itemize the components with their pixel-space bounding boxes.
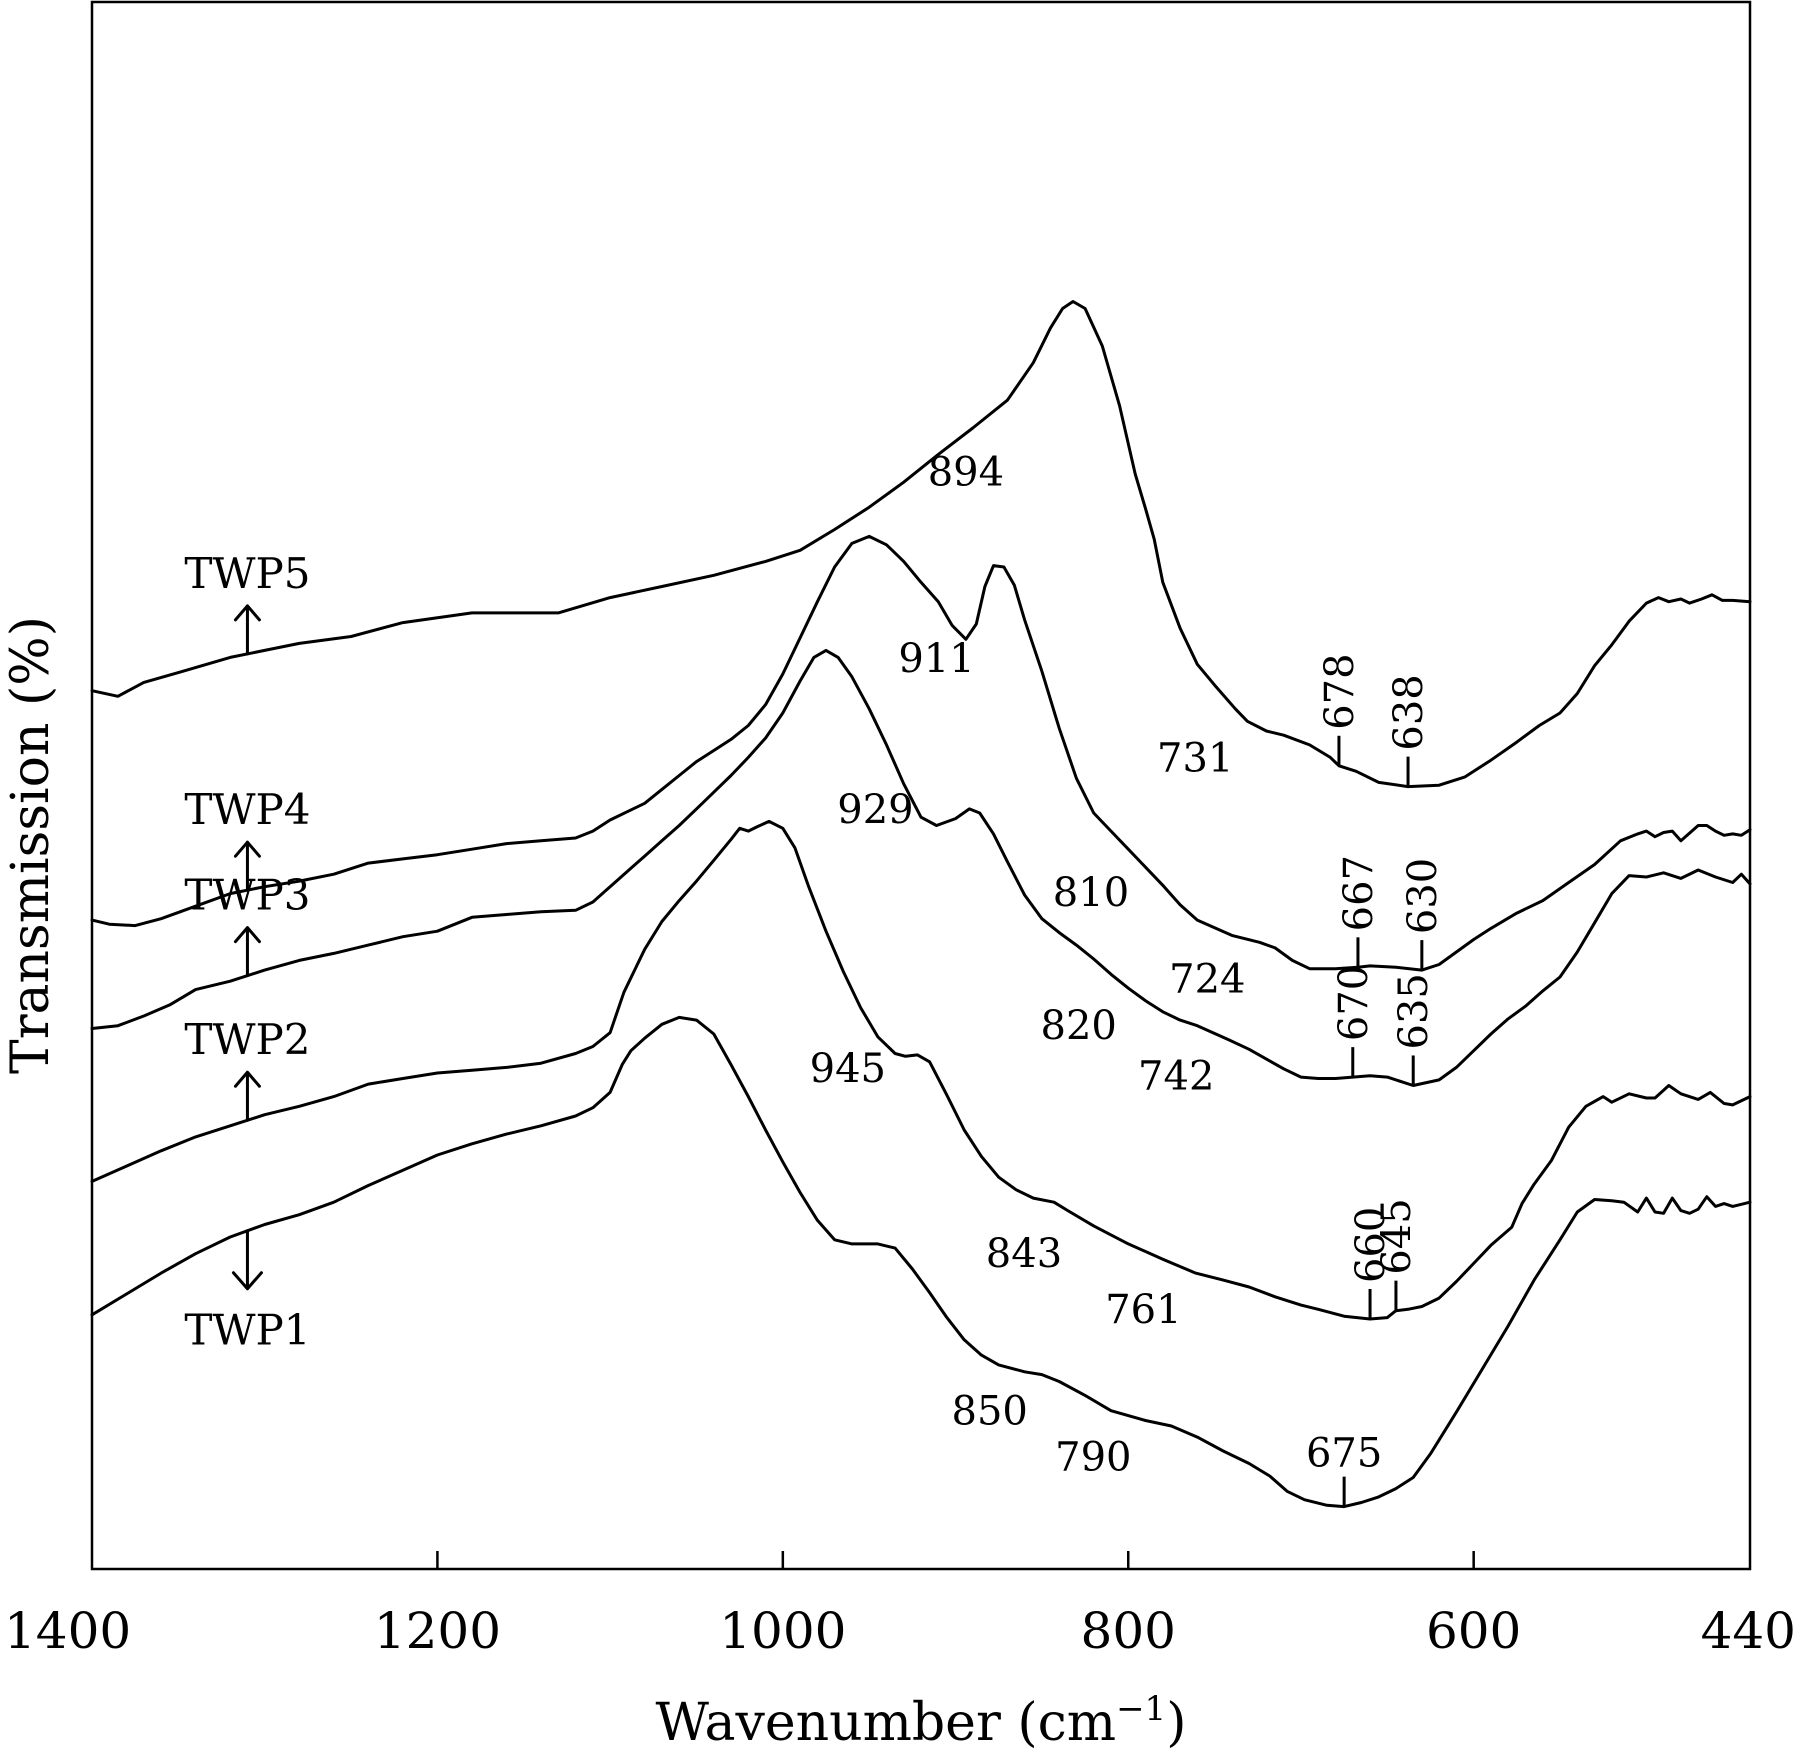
x-axis-title-main: Wavenumber (cm bbox=[656, 1693, 1117, 1753]
peak-label-twp1-675: 675 bbox=[1306, 1431, 1382, 1477]
peak-label-twp3-742: 742 bbox=[1138, 1054, 1214, 1100]
series-line-twp4 bbox=[90, 534, 1752, 972]
series-label-twp4: TWP4 bbox=[184, 785, 310, 834]
plot-frame bbox=[90, 0, 1752, 1571]
peak-label-twp1-850: 850 bbox=[952, 1389, 1028, 1435]
peak-label-twp3-929: 929 bbox=[837, 787, 913, 833]
peak-label-twp5-638: 638 bbox=[1386, 674, 1432, 750]
x-tick-label-1400: 1400 bbox=[4, 1602, 131, 1660]
series-line-twp5 bbox=[90, 300, 1752, 789]
series-line-twp1 bbox=[90, 1015, 1752, 1509]
arrow-up-icon-twp4 bbox=[233, 840, 261, 892]
peak-label-twp2-843: 843 bbox=[986, 1231, 1062, 1277]
peak-label-twp3-670: 670 bbox=[1331, 965, 1377, 1041]
peak-label-twp4-911: 911 bbox=[898, 636, 974, 682]
x-axis-ticks: 1400 1200 1000 800 600 440 bbox=[4, 1551, 1796, 1660]
x-tick-label-1000: 1000 bbox=[719, 1602, 846, 1660]
x-tick-label-440: 440 bbox=[1701, 1602, 1796, 1660]
y-axis-title: Transmission (%) bbox=[1, 616, 61, 1074]
peak-label-twp1-790: 790 bbox=[1055, 1434, 1131, 1480]
series-labels: TWP5 TWP4 TWP3 TWP2 TWP1 bbox=[184, 549, 310, 1355]
series-line-twp2 bbox=[90, 819, 1752, 1321]
arrow-up-icon-twp5 bbox=[233, 604, 261, 656]
arrow-down-icon-twp1 bbox=[231, 1229, 263, 1291]
peak-label-twp4-810: 810 bbox=[1053, 870, 1129, 916]
peak-label-twp5-731: 731 bbox=[1157, 735, 1233, 781]
peak-label-twp5-894: 894 bbox=[928, 449, 1004, 495]
peak-label-twp4-667: 667 bbox=[1336, 855, 1382, 931]
peak-label-twp2-945: 945 bbox=[810, 1046, 886, 1092]
arrow-up-icon-twp2 bbox=[233, 1070, 261, 1122]
x-tick-label-1200: 1200 bbox=[374, 1602, 501, 1660]
series-label-twp1: TWP1 bbox=[184, 1306, 310, 1355]
x-tick-label-600: 600 bbox=[1426, 1602, 1521, 1660]
x-axis-title: Wavenumber (cm−1) bbox=[656, 1689, 1187, 1753]
x-axis-title-close: ) bbox=[1166, 1693, 1186, 1753]
peak-label-twp5-678: 678 bbox=[1317, 653, 1363, 729]
series-label-twp3: TWP3 bbox=[184, 871, 310, 920]
arrow-up-icon-twp3 bbox=[233, 926, 261, 978]
x-tick-label-800: 800 bbox=[1081, 1602, 1176, 1660]
series-label-twp2: TWP2 bbox=[184, 1015, 310, 1064]
peak-label-twp2-761: 761 bbox=[1105, 1287, 1181, 1333]
x-axis-title-superscript: −1 bbox=[1116, 1689, 1166, 1729]
series-line-twp3 bbox=[90, 648, 1752, 1087]
peak-label-twp2-645: 645 bbox=[1374, 1198, 1420, 1274]
peak-label-twp4-724: 724 bbox=[1169, 956, 1245, 1002]
peak-label-twp2-660: 660 bbox=[1348, 1207, 1394, 1283]
peak-annotations: 894 731 678 638 911 810 724 667 630 929 820 742 670 6… bbox=[810, 449, 1446, 1507]
series-label-twp5: TWP5 bbox=[184, 549, 310, 598]
peak-label-twp3-820: 820 bbox=[1041, 1003, 1117, 1049]
peak-label-twp3-635: 635 bbox=[1391, 973, 1437, 1049]
peak-label-twp4-630: 630 bbox=[1400, 858, 1446, 934]
series-lines bbox=[90, 300, 1752, 1509]
